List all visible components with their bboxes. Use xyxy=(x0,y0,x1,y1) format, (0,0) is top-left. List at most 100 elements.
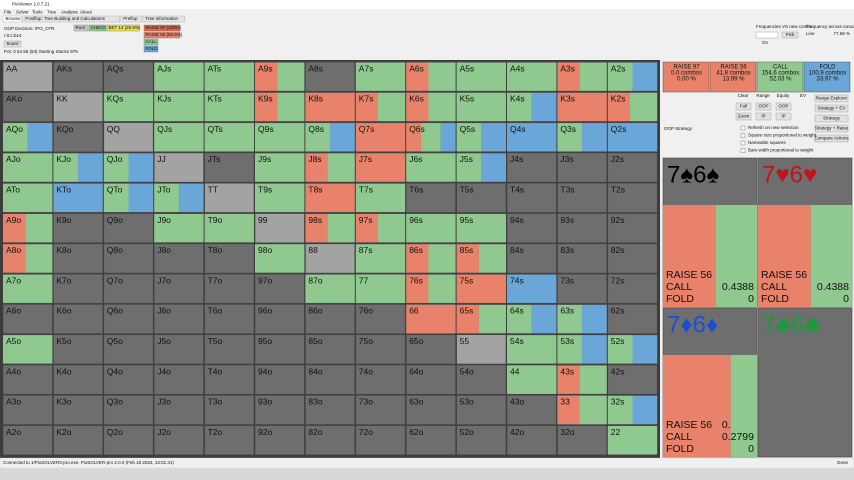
hand-cell[interactable] xyxy=(405,182,456,213)
hand-label[interactable]: 97o xyxy=(258,275,272,285)
hand-cell[interactable] xyxy=(557,243,608,274)
hand-label[interactable]: 33 xyxy=(560,397,570,407)
hand-label[interactable]: Q7s xyxy=(359,124,375,134)
control-header[interactable]: Range xyxy=(756,93,770,98)
hand-label[interactable]: T8o xyxy=(208,245,223,255)
hand-label[interactable]: A4s xyxy=(510,63,525,73)
hand-cell[interactable] xyxy=(506,213,557,244)
hand-cell[interactable] xyxy=(254,334,305,365)
hand-label[interactable]: 32o xyxy=(560,427,574,437)
hand-label[interactable]: 54o xyxy=(460,366,474,376)
hand-label[interactable]: 88 xyxy=(308,245,318,255)
side-button[interactable] xyxy=(814,94,849,103)
checkbox[interactable] xyxy=(740,125,746,131)
line-button[interactable] xyxy=(88,24,107,32)
hand-label[interactable]: 93o xyxy=(258,397,272,407)
hand-cell[interactable] xyxy=(2,61,53,92)
hand-cell[interactable] xyxy=(53,213,104,244)
hand-label[interactable]: K5o xyxy=(56,336,71,346)
board-button[interactable] xyxy=(3,40,22,48)
summary-box[interactable] xyxy=(803,61,851,93)
hand-cell[interactable] xyxy=(204,182,255,213)
hand-cell[interactable] xyxy=(506,243,557,274)
hand-label[interactable]: A5o xyxy=(6,336,21,346)
hand-label[interactable]: 95s xyxy=(460,215,474,225)
hand-label[interactable]: 74s xyxy=(510,275,524,285)
line-button[interactable] xyxy=(143,31,181,39)
hand-label[interactable]: J7s xyxy=(359,154,372,164)
hand-label[interactable]: 87o xyxy=(308,275,322,285)
menu-item[interactable]: Tools xyxy=(32,10,43,15)
hand-label[interactable]: 73s xyxy=(560,275,574,285)
hand-label[interactable]: QTs xyxy=(208,124,223,134)
hand-cell[interactable] xyxy=(305,425,356,456)
hand-cell[interactable] xyxy=(254,364,305,395)
hand-label[interactable]: A5s xyxy=(460,63,475,73)
hand-cell[interactable] xyxy=(557,152,608,183)
hand-cell[interactable] xyxy=(456,182,507,213)
control-button-label[interactable]: Full xyxy=(740,104,747,109)
line-button-label[interactable]: CHECK xyxy=(91,25,107,30)
hand-label[interactable]: KQo xyxy=(56,124,73,134)
hand-label[interactable]: 94o xyxy=(258,366,272,376)
hand-label[interactable]: 63o xyxy=(409,397,423,407)
hand-label[interactable]: J4o xyxy=(157,366,171,376)
hand-cell[interactable] xyxy=(53,61,104,92)
hand-label[interactable]: 22 xyxy=(611,427,621,437)
hand-label[interactable]: K4s xyxy=(510,94,525,104)
hand-cell[interactable] xyxy=(103,61,154,92)
hand-cell[interactable] xyxy=(204,394,255,425)
hand-label[interactable]: J2s xyxy=(611,154,624,164)
hand-label[interactable]: Q8s xyxy=(308,124,324,134)
hand-cell[interactable] xyxy=(153,364,204,395)
hand-cell[interactable] xyxy=(204,243,255,274)
hand-label[interactable]: T6s xyxy=(409,184,423,194)
control-button[interactable] xyxy=(755,112,772,121)
hand-cell[interactable] xyxy=(557,425,608,456)
hand-label[interactable]: K4o xyxy=(56,366,71,376)
hand-label[interactable]: AJs xyxy=(157,63,171,73)
hand-cell[interactable] xyxy=(254,394,305,425)
menu-item[interactable]: About xyxy=(80,10,93,15)
hand-label[interactable]: K3o xyxy=(56,397,71,407)
hand-cell[interactable] xyxy=(103,364,154,395)
hand-label[interactable]: KJo xyxy=(56,154,71,164)
pick-label[interactable]: Pick xyxy=(786,32,795,37)
hand-label[interactable]: 65s xyxy=(460,306,474,316)
hand-label[interactable]: J4s xyxy=(510,154,523,164)
control-button[interactable] xyxy=(775,112,792,121)
hand-cell[interactable] xyxy=(53,243,104,274)
hand-label[interactable]: 43s xyxy=(560,366,574,376)
hand-label[interactable]: 93s xyxy=(560,215,574,225)
hand-label[interactable]: A2s xyxy=(611,63,626,73)
hand-label[interactable]: 75s xyxy=(460,275,474,285)
control-button[interactable] xyxy=(755,102,772,111)
hand-label[interactable]: 82o xyxy=(308,427,322,437)
hand-label[interactable]: J3o xyxy=(157,397,171,407)
hand-label[interactable]: K7s xyxy=(359,94,374,104)
hand-label[interactable]: 54s xyxy=(510,336,524,346)
hand-label[interactable]: K6s xyxy=(409,94,424,104)
hand-cell[interactable] xyxy=(557,213,608,244)
hand-label[interactable]: 55 xyxy=(460,336,470,346)
hand-label[interactable]: Q8o xyxy=(107,245,123,255)
control-header[interactable]: Equity xyxy=(777,93,790,98)
hand-label[interactable]: Q2o xyxy=(107,427,123,437)
hand-label[interactable]: A9o xyxy=(6,215,21,225)
tab[interactable] xyxy=(2,15,22,23)
hand-label[interactable]: T3s xyxy=(560,184,574,194)
hand-label[interactable]: AJo xyxy=(6,154,21,164)
side-button[interactable] xyxy=(814,104,849,113)
hand-cell[interactable] xyxy=(355,304,406,334)
hand-label[interactable]: 52o xyxy=(460,427,474,437)
board-button-label[interactable]: Board xyxy=(6,41,19,46)
hand-label[interactable]: 75o xyxy=(359,336,373,346)
hand-cell[interactable] xyxy=(103,122,154,153)
hand-label[interactable]: K9o xyxy=(56,215,71,225)
hand-cell[interactable] xyxy=(53,304,104,334)
hand-label[interactable]: 96o xyxy=(258,306,272,316)
hand-label[interactable]: 64s xyxy=(510,306,524,316)
hand-label[interactable]: J3s xyxy=(560,154,573,164)
hand-label[interactable]: 73o xyxy=(359,397,373,407)
line-button[interactable] xyxy=(73,24,89,32)
